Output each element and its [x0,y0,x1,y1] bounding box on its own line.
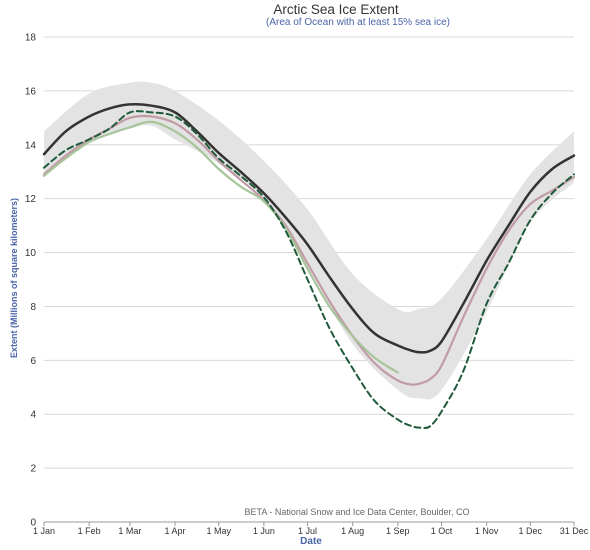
x-tick-label: 1 May [206,526,231,536]
x-tick-label: 1 Dec [519,526,543,536]
axes: 0 2 4 6 8 10 12 14 16 18 1 Jan 1 Feb 1 Mar 1 Apr 1 May… [25,33,589,537]
range-band [44,81,574,400]
y-tick-label: 14 [25,140,37,151]
y-tick-label: 16 [25,86,37,97]
y-tick-label: 4 [30,410,36,421]
x-tick-label: 1 Apr [165,526,186,536]
x-tick-label: 1 Jul [298,526,317,536]
x-tick-label: 1 Nov [475,526,499,536]
series-line [42,102,576,354]
y-tick-label: 6 [30,356,36,367]
x-tick-label: 1 Feb [78,526,101,536]
series-line [42,120,399,374]
series-line [43,110,575,430]
x-tick-label: 31 Dec [560,526,589,536]
chart-subtitle: (Area of Ocean with at least 15% sea ice… [266,17,450,28]
x-tick-label: 1 Jan [33,526,55,536]
x-tick-label: 1 Aug [341,526,364,536]
chart-title: Arctic Sea Ice Extent [273,2,399,17]
x-tick-label: 1 Mar [118,526,141,536]
range-band-area [44,81,574,400]
x-tick-label: 1 Sep [386,526,410,536]
y-tick-label: 2 [30,464,36,475]
y-tick-label: 0 [30,518,36,529]
x-tick-label: 1 Oct [431,526,453,536]
y-tick-label: 18 [25,33,37,44]
x-axis-title: Date [300,536,322,547]
y-tick-label: 8 [30,302,36,313]
y-axis-title: Extent (Millions of square kilometers) [9,198,19,358]
y-tick-label: 10 [25,248,37,259]
series-line [42,114,576,386]
y-tick-label: 12 [25,194,37,205]
x-tick-label: 1 Jun [253,526,275,536]
series-lines [42,102,576,430]
chart-credit: BETA - National Snow and Ice Data Center… [245,507,470,517]
